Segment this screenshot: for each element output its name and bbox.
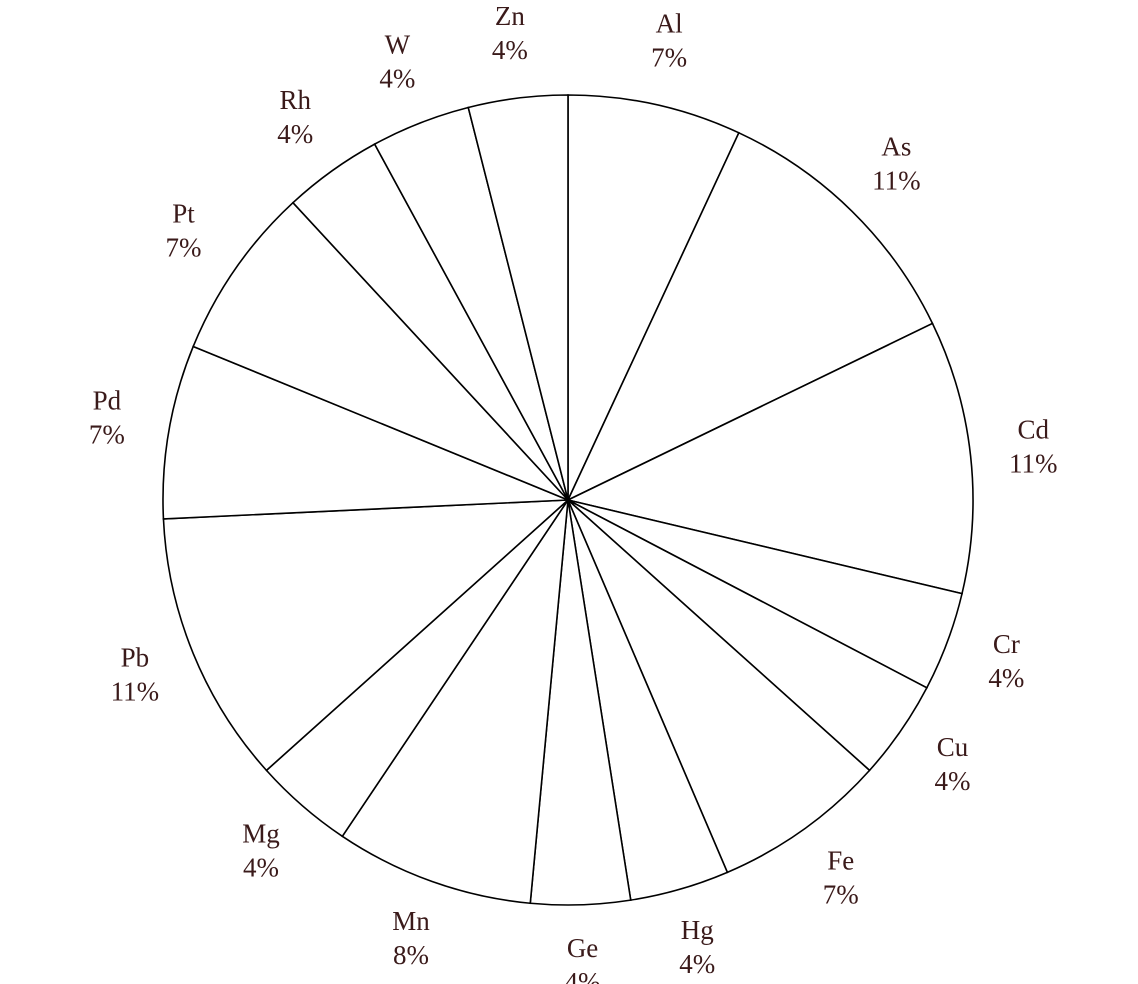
slice-value-label: 7% xyxy=(651,42,687,72)
slice-value-label: 11% xyxy=(872,166,921,196)
slice-value-label: 4% xyxy=(277,119,313,149)
slice-name: Rh xyxy=(280,85,312,115)
slice-name: Ge xyxy=(567,933,598,963)
slice-value-label: 7% xyxy=(165,232,201,262)
slice-name: As xyxy=(881,132,911,162)
pie-slice xyxy=(567,94,740,501)
slice-name: Hg xyxy=(681,915,714,945)
pie-slice xyxy=(566,131,934,502)
slice-name: Mg xyxy=(242,818,280,848)
slice-value-label: 8% xyxy=(393,940,429,970)
pie-slice xyxy=(162,499,571,772)
slice-value-label: 4% xyxy=(988,663,1024,693)
slice-value-label: 4% xyxy=(935,766,971,796)
pie-slice xyxy=(162,345,569,520)
slice-name: Pd xyxy=(93,386,122,416)
pie-slice xyxy=(467,94,569,501)
slice-value-label: 7% xyxy=(89,420,125,450)
slice-name: Cd xyxy=(1017,414,1049,444)
slice-name: W xyxy=(385,29,411,59)
slice-value-label: 4% xyxy=(492,35,528,65)
slice-name: Pt xyxy=(172,198,195,228)
slice-name: Cu xyxy=(937,732,969,762)
pie-slice xyxy=(192,201,569,501)
pie-slice xyxy=(341,499,569,905)
slice-value-label: 4% xyxy=(379,63,415,93)
slice-value-label: 11% xyxy=(111,677,160,707)
pie-slice xyxy=(565,322,974,595)
slice-value-label: 4% xyxy=(679,949,715,979)
slice-name: Zn xyxy=(495,1,525,31)
pie-slice xyxy=(567,499,871,874)
slice-value-label: 4% xyxy=(565,967,601,984)
slice-name: Al xyxy=(656,8,683,38)
slice-name: Pb xyxy=(121,643,150,673)
slice-value-label: 4% xyxy=(243,852,279,882)
slice-name: Fe xyxy=(827,846,854,876)
slice-value-label: 11% xyxy=(1009,448,1058,478)
slice-name: Mn xyxy=(392,906,430,936)
slice-name: Cr xyxy=(993,629,1020,659)
slice-value-label: 7% xyxy=(823,880,859,910)
